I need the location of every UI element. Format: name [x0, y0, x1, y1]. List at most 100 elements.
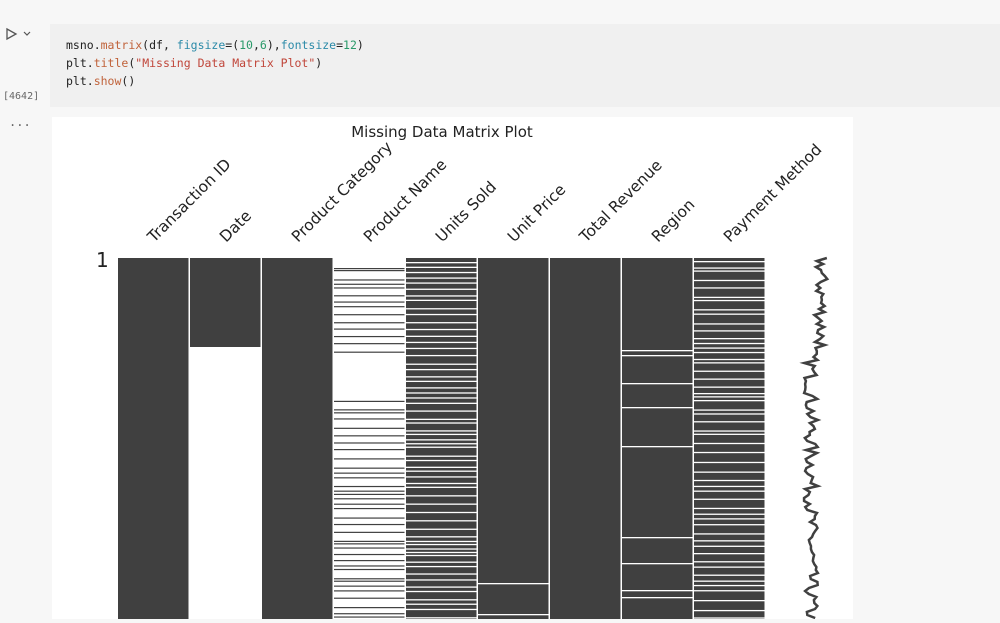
missing-line [694, 545, 765, 547]
code-token: 12 [343, 38, 357, 52]
missing-line [406, 446, 477, 448]
missing-line [622, 383, 693, 385]
output-prompt: ... [9, 115, 31, 129]
missing-line [478, 614, 549, 616]
missing-line [406, 341, 477, 344]
missing-line [406, 380, 477, 383]
code-token: plt. [66, 74, 94, 88]
missing-line [406, 266, 477, 269]
present-line [334, 449, 405, 451]
present-line [334, 412, 405, 414]
present-line [334, 306, 405, 308]
missing-line [694, 540, 765, 542]
code-token: figsize [176, 38, 226, 52]
present-line [334, 335, 405, 338]
missing-line [694, 370, 765, 372]
present-line [334, 568, 405, 571]
missing-line [694, 413, 765, 415]
missing-line [694, 421, 765, 423]
missing-line [694, 507, 765, 510]
missing-line [406, 430, 477, 432]
missing-line [406, 466, 477, 468]
missing-line [622, 407, 693, 409]
missing-line [406, 554, 477, 557]
missing-line [622, 446, 693, 448]
matrix-column [478, 258, 549, 619]
present-line [334, 580, 405, 582]
present-line [334, 578, 405, 580]
missing-line [406, 495, 477, 497]
missing-line [694, 338, 765, 340]
code: msno.matrix(df, figsize=(10,6),fontsize=… [66, 36, 364, 90]
code-token: ) [315, 56, 323, 70]
missing-line [694, 330, 765, 332]
present-line [334, 517, 405, 519]
missing-line [694, 267, 765, 269]
missing-line [406, 599, 477, 601]
code-token: 10 [239, 38, 253, 52]
present-line [334, 351, 405, 353]
missing-line [694, 524, 765, 526]
missing-line [694, 479, 765, 482]
missing-line [694, 433, 765, 435]
missing-line [406, 363, 477, 365]
present-line [334, 328, 405, 330]
missing-line [406, 511, 477, 514]
present-line [334, 507, 405, 510]
missing-line [694, 485, 765, 488]
missing-line [406, 418, 477, 421]
present-line [334, 343, 405, 345]
present-line [334, 485, 405, 488]
missing-line [694, 442, 765, 445]
missing-line [406, 322, 477, 324]
code-token: ) [356, 38, 364, 52]
missing-line [406, 573, 477, 575]
present-line [334, 418, 405, 420]
present-line [334, 543, 405, 545]
missing-line [622, 590, 693, 592]
missing-line [694, 513, 765, 515]
code-token: title [93, 56, 129, 70]
present-line [334, 540, 405, 542]
missing-line [694, 358, 765, 361]
missing-line [694, 518, 765, 520]
missing-line [694, 471, 765, 473]
missing-line [694, 561, 765, 563]
missing-line [406, 540, 477, 543]
present-line [334, 268, 405, 270]
missing-line [694, 617, 765, 619]
code-token: , [252, 38, 260, 52]
missing-line [406, 397, 477, 399]
missing-line [622, 355, 693, 357]
code-token: show [93, 74, 122, 88]
code-cell[interactable]: msno.matrix(df, figsize=(10,6),fontsize=… [50, 24, 1000, 107]
missing-line [694, 270, 765, 272]
missing-line [694, 261, 765, 263]
missing-line [622, 597, 693, 599]
missing-line [406, 271, 477, 274]
present-line [334, 467, 405, 469]
missing-line [406, 299, 477, 302]
missing-line [406, 470, 477, 472]
run-button[interactable] [4, 27, 34, 41]
code-token: () [121, 74, 136, 88]
column-label: Date [216, 207, 255, 246]
present-line [334, 301, 405, 303]
missing-line [694, 299, 765, 302]
missing-line [406, 551, 477, 554]
missing-line [406, 295, 477, 297]
column-label: Region [648, 196, 698, 246]
missing-line [406, 536, 477, 538]
present-line [334, 279, 405, 281]
present-line [334, 322, 405, 324]
output-area: Missing Data Matrix Plot 1 Transaction I… [52, 117, 853, 620]
missing-line [694, 498, 765, 500]
present-line [334, 295, 405, 297]
missing-line [694, 386, 765, 388]
sparkline [799, 256, 830, 620]
present-line [334, 490, 405, 492]
present-line [334, 458, 405, 460]
present-line [334, 590, 405, 592]
missing-line [406, 617, 477, 619]
